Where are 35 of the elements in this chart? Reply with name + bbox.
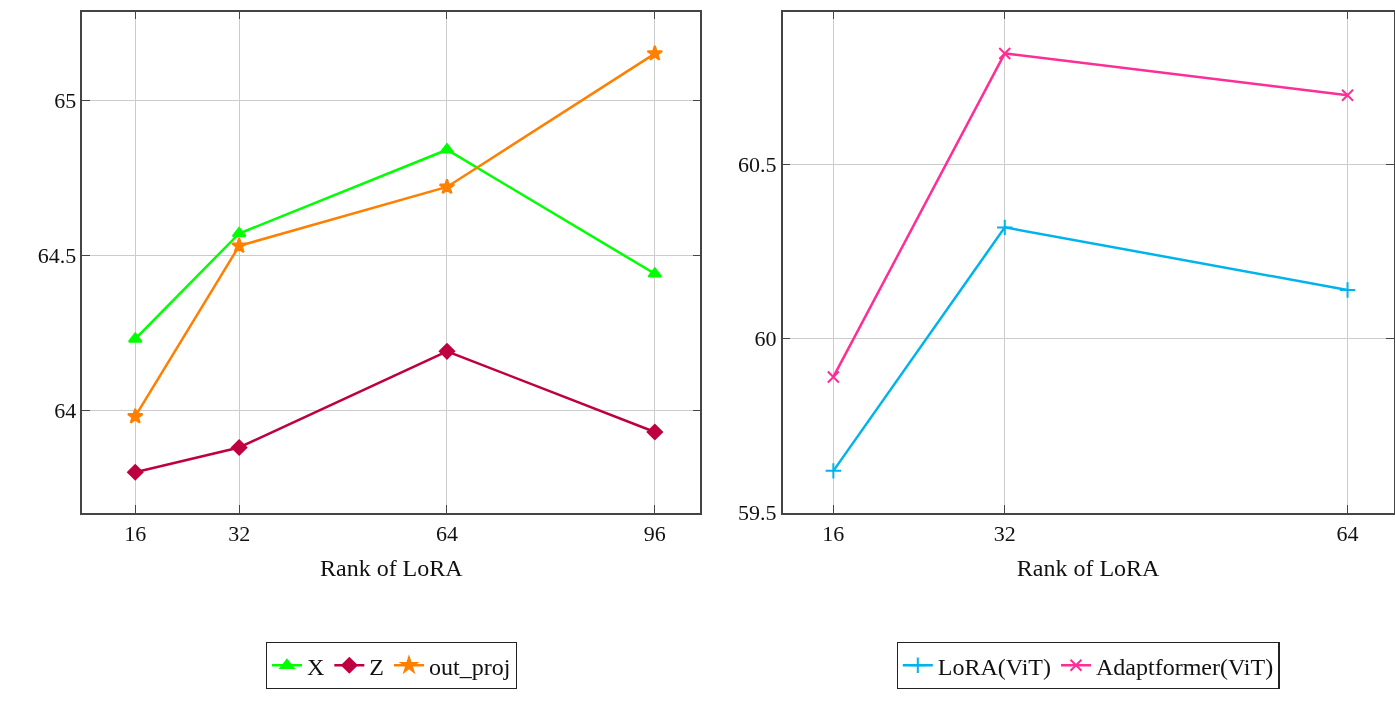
x-axis-title: Rank of LoRA xyxy=(1016,554,1161,581)
x-tick-label: 16 xyxy=(822,520,845,546)
legend-label: Z xyxy=(369,653,385,680)
legend-label: Adaptformer(ViT) xyxy=(1096,653,1274,680)
point xyxy=(1338,281,1357,299)
y-tick-label: 59.5 xyxy=(737,500,777,526)
point xyxy=(646,423,663,441)
point xyxy=(646,44,664,61)
y-tick-label: 65 xyxy=(54,87,77,113)
point xyxy=(127,464,144,481)
point xyxy=(996,218,1014,237)
x-tick-label: 64 xyxy=(435,520,458,546)
point xyxy=(1341,88,1355,102)
x-axis-title: Rank of LoRA xyxy=(319,554,464,581)
legend-label: X xyxy=(307,653,325,680)
point xyxy=(438,178,456,195)
point xyxy=(438,343,456,360)
y-tick-label: 60 xyxy=(754,326,777,352)
point xyxy=(824,462,843,480)
x-tick-label: 32 xyxy=(993,520,1016,546)
point xyxy=(126,407,144,424)
x-tick-label: 16 xyxy=(124,520,147,546)
y-tick-label: 64 xyxy=(54,397,77,423)
point xyxy=(231,439,248,456)
legend-label: LoRA(ViT) xyxy=(937,653,1051,680)
point xyxy=(231,226,247,238)
y-tick-label: 64.5 xyxy=(37,242,77,268)
x-tick-label: 64 xyxy=(1336,520,1359,546)
legend-label: out_proj xyxy=(429,653,511,680)
point xyxy=(230,237,248,254)
y-tick-label: 60.5 xyxy=(737,152,777,178)
point xyxy=(826,370,840,384)
x-tick-label: 96 xyxy=(643,520,666,546)
x-tick-label: 32 xyxy=(228,520,251,546)
point xyxy=(998,46,1012,60)
